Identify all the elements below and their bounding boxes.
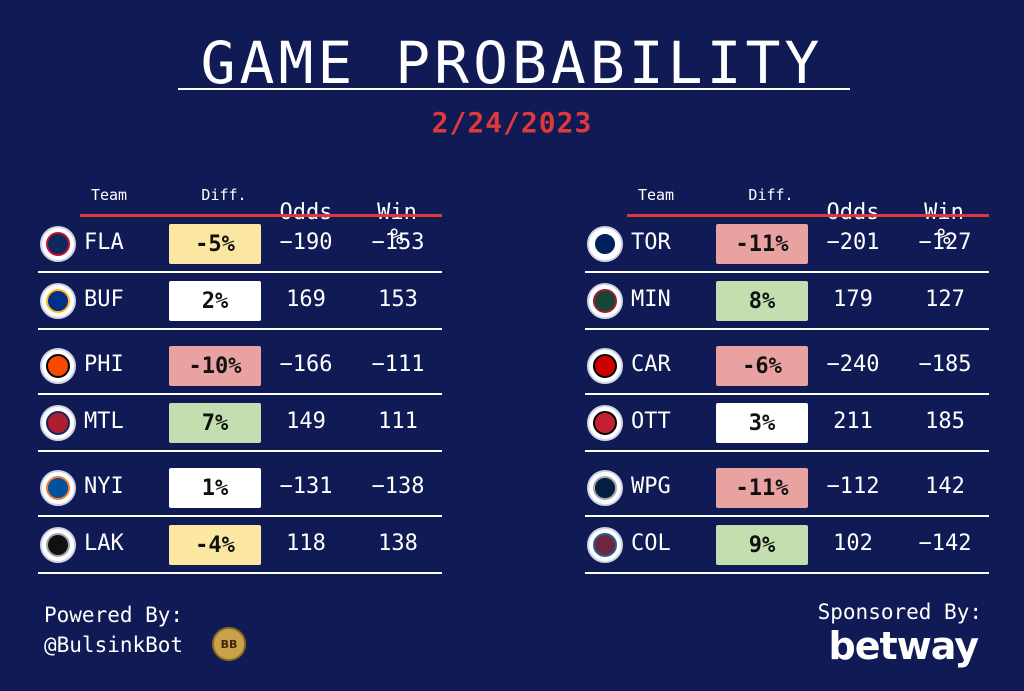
- powered-by-handle: @BulsinkBot: [44, 633, 184, 657]
- table-row: LAK -4% 118 138: [38, 517, 442, 574]
- los-angeles-kings-logo-icon: [40, 527, 76, 563]
- table-row: CAR -6% −240 −185: [585, 338, 989, 395]
- header-rule: [80, 214, 442, 217]
- diff-value: -11%: [716, 468, 808, 508]
- win-percent-value: 138: [378, 531, 418, 556]
- odds-value: −201: [826, 230, 880, 255]
- header-rule: [627, 214, 989, 217]
- column-header-diff: Diff.: [201, 186, 247, 204]
- diff-value: -4%: [169, 525, 261, 565]
- column-header-win: Win %: [377, 200, 417, 250]
- column-header-win: Win %: [924, 200, 964, 250]
- win-percent-value: 127: [925, 287, 965, 312]
- team-abbreviation: LAK: [84, 531, 124, 556]
- win-percent-value: 153: [378, 287, 418, 312]
- florida-panthers-logo-icon: [40, 226, 76, 262]
- toronto-maple-leafs-logo-icon: [587, 226, 623, 262]
- team-abbreviation: CAR: [631, 352, 671, 377]
- column-header-odds: Odds: [279, 200, 333, 225]
- win-percent-value: −185: [918, 352, 972, 377]
- bulsink-badge-icon: BB: [212, 627, 246, 661]
- table-header: Team Diff. Odds Win %: [38, 186, 442, 250]
- diff-value: 7%: [169, 403, 261, 443]
- table-row: WPG -11% −112 142: [585, 460, 989, 517]
- win-percent-value: −138: [371, 474, 425, 499]
- odds-value: 169: [286, 287, 326, 312]
- team-abbreviation: WPG: [631, 474, 671, 499]
- row-gap: [38, 330, 442, 338]
- minnesota-wild-logo-icon: [587, 283, 623, 319]
- ottawa-senators-logo-icon: [587, 405, 623, 441]
- table-row: COL 9% 102 −142: [585, 517, 989, 574]
- table-row: MTL 7% 149 111: [38, 395, 442, 452]
- buffalo-sabres-logo-icon: [40, 283, 76, 319]
- new-york-islanders-logo-icon: [40, 470, 76, 506]
- column-header-team: Team: [90, 186, 128, 204]
- game-date: 2/24/2023: [431, 106, 593, 139]
- odds-value: 149: [286, 409, 326, 434]
- column-header-team: Team: [637, 186, 675, 204]
- carolina-hurricanes-logo-icon: [587, 348, 623, 384]
- table-row: NYI 1% −131 −138: [38, 460, 442, 517]
- table-row: FLA -5% −190 −153: [38, 216, 442, 273]
- colorado-avalanche-logo-icon: [587, 527, 623, 563]
- odds-value: −166: [279, 352, 333, 377]
- team-abbreviation: BUF: [84, 287, 124, 312]
- diff-value: 8%: [716, 281, 808, 321]
- diff-value: 3%: [716, 403, 808, 443]
- odds-value: −240: [826, 352, 880, 377]
- odds-value: 211: [833, 409, 873, 434]
- table-row: TOR -11% −201 −127: [585, 216, 989, 273]
- team-abbreviation: MIN: [631, 287, 671, 312]
- odds-value: 118: [286, 531, 326, 556]
- table-row: BUF 2% 169 153: [38, 273, 442, 330]
- win-percent-value: 142: [925, 474, 965, 499]
- team-abbreviation: MTL: [84, 409, 124, 434]
- diff-value: -10%: [169, 346, 261, 386]
- win-percent-value: −153: [371, 230, 425, 255]
- win-percent-value: −142: [918, 531, 972, 556]
- betway-logo: betway: [828, 624, 979, 668]
- team-abbreviation: NYI: [84, 474, 124, 499]
- philadelphia-flyers-logo-icon: [40, 348, 76, 384]
- diff-value: 1%: [169, 468, 261, 508]
- title-underline: [178, 88, 850, 90]
- sponsored-by-label: Sponsored By:: [817, 600, 982, 624]
- row-gap: [585, 452, 989, 460]
- odds-value: −112: [826, 474, 880, 499]
- win-percent-value: −111: [371, 352, 425, 377]
- team-abbreviation: TOR: [631, 230, 671, 255]
- diff-value: -11%: [716, 224, 808, 264]
- table-row: OTT 3% 211 185: [585, 395, 989, 452]
- team-abbreviation: OTT: [631, 409, 671, 434]
- diff-value: 2%: [169, 281, 261, 321]
- odds-value: 179: [833, 287, 873, 312]
- right-odds-table: Team Diff. Odds Win % TOR -11% −201 −127 MIN…: [585, 186, 989, 574]
- win-percent-value: 185: [925, 409, 965, 434]
- odds-value: −131: [279, 474, 333, 499]
- montreal-canadiens-logo-icon: [40, 405, 76, 441]
- page-title: GAME PROBABILITY: [200, 29, 824, 97]
- win-percent-value: 111: [378, 409, 418, 434]
- left-odds-table: Team Diff. Odds Win % FLA -5% −190 −153 BUF 2…: [38, 186, 442, 574]
- team-abbreviation: FLA: [84, 230, 124, 255]
- diff-value: 9%: [716, 525, 808, 565]
- team-abbreviation: COL: [631, 531, 671, 556]
- table-header: Team Diff. Odds Win %: [585, 186, 989, 250]
- odds-value: −190: [279, 230, 333, 255]
- diff-value: -5%: [169, 224, 261, 264]
- team-abbreviation: PHI: [84, 352, 124, 377]
- powered-by-label: Powered By:: [44, 603, 184, 627]
- column-header-diff: Diff.: [748, 186, 794, 204]
- table-row: MIN 8% 179 127: [585, 273, 989, 330]
- row-gap: [585, 330, 989, 338]
- powered-by: Powered By: @BulsinkBot: [44, 600, 183, 660]
- table-row: PHI -10% −166 −111: [38, 338, 442, 395]
- diff-value: -6%: [716, 346, 808, 386]
- odds-value: 102: [833, 531, 873, 556]
- row-gap: [38, 452, 442, 460]
- winnipeg-jets-logo-icon: [587, 470, 623, 506]
- win-percent-value: −127: [918, 230, 972, 255]
- column-header-odds: Odds: [826, 200, 880, 225]
